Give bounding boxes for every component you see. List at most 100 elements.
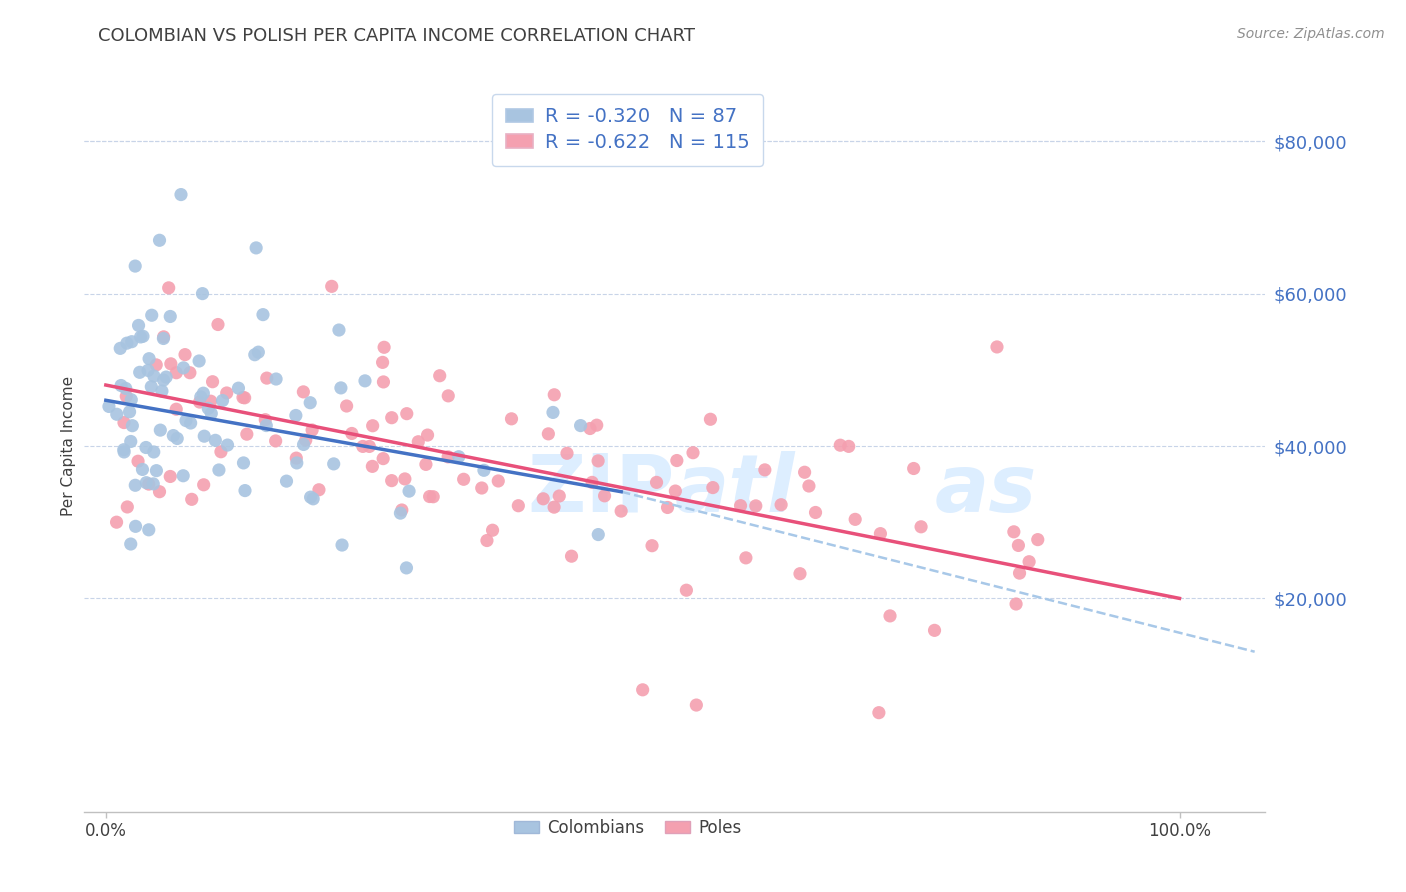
Point — [1008, 566, 1031, 581]
Point — [128, 365, 150, 379]
Point — [247, 345, 270, 359]
Point — [150, 384, 173, 398]
Point — [141, 380, 163, 394]
Point — [232, 391, 254, 405]
Point — [924, 624, 946, 638]
Point — [141, 308, 163, 322]
Point — [124, 519, 146, 533]
Point — [299, 395, 322, 409]
Point — [142, 369, 165, 384]
Point — [394, 472, 416, 486]
Point — [429, 368, 451, 383]
Point — [422, 490, 444, 504]
Point — [112, 445, 135, 459]
Point — [389, 506, 412, 520]
Point — [537, 426, 560, 441]
Point — [204, 434, 226, 448]
Point — [121, 334, 143, 349]
Point — [475, 533, 498, 548]
Point — [233, 391, 256, 405]
Point — [97, 400, 120, 414]
Point — [172, 360, 194, 375]
Point — [702, 481, 724, 495]
Point — [114, 381, 136, 395]
Point — [138, 351, 160, 366]
Point — [789, 566, 811, 581]
Point — [1002, 524, 1025, 539]
Text: as: as — [935, 450, 1038, 529]
Point — [276, 474, 298, 488]
Point — [155, 370, 177, 384]
Point — [142, 476, 165, 491]
Text: atl: atl — [675, 450, 796, 529]
Point — [453, 472, 475, 486]
Point — [770, 498, 793, 512]
Point — [481, 523, 503, 537]
Point — [838, 439, 860, 453]
Point — [284, 409, 307, 423]
Point — [152, 373, 174, 387]
Point — [471, 481, 494, 495]
Point — [105, 515, 128, 529]
Point — [120, 434, 142, 449]
Point — [1005, 597, 1028, 611]
Point — [264, 434, 287, 448]
Point — [682, 446, 704, 460]
Point — [437, 389, 460, 403]
Point — [117, 500, 139, 514]
Point — [292, 384, 315, 399]
Point — [631, 682, 654, 697]
Point — [120, 537, 142, 551]
Point — [285, 456, 308, 470]
Point — [145, 464, 167, 478]
Point — [675, 583, 697, 598]
Point — [354, 374, 377, 388]
Point — [730, 499, 752, 513]
Point — [804, 506, 827, 520]
Point — [200, 407, 222, 421]
Point — [330, 538, 353, 552]
Point — [166, 432, 188, 446]
Point — [541, 405, 564, 419]
Point — [301, 423, 323, 437]
Point — [585, 418, 607, 433]
Point — [373, 451, 395, 466]
Point — [233, 483, 256, 498]
Point — [159, 310, 181, 324]
Point — [830, 438, 852, 452]
Point — [531, 491, 554, 506]
Point — [232, 456, 254, 470]
Point — [581, 475, 603, 490]
Point — [340, 426, 363, 441]
Point — [699, 412, 721, 426]
Point — [207, 318, 229, 332]
Point — [174, 414, 197, 428]
Point — [447, 450, 470, 464]
Text: ZIP: ZIP — [527, 450, 675, 529]
Point — [105, 407, 128, 421]
Point — [641, 539, 664, 553]
Point — [869, 526, 891, 541]
Point — [437, 450, 460, 464]
Point — [191, 286, 214, 301]
Point — [188, 354, 211, 368]
Point — [142, 445, 165, 459]
Point — [868, 706, 890, 720]
Point — [391, 503, 413, 517]
Point — [472, 463, 495, 477]
Point — [416, 428, 439, 442]
Point — [586, 454, 609, 468]
Point — [328, 323, 350, 337]
Point — [294, 433, 316, 447]
Point — [136, 363, 159, 377]
Point — [664, 484, 686, 499]
Point — [361, 459, 384, 474]
Point — [610, 504, 633, 518]
Point — [252, 308, 274, 322]
Point — [308, 483, 330, 497]
Point — [115, 336, 138, 351]
Point — [501, 412, 523, 426]
Point — [180, 492, 202, 507]
Point — [254, 418, 277, 433]
Point — [120, 392, 142, 407]
